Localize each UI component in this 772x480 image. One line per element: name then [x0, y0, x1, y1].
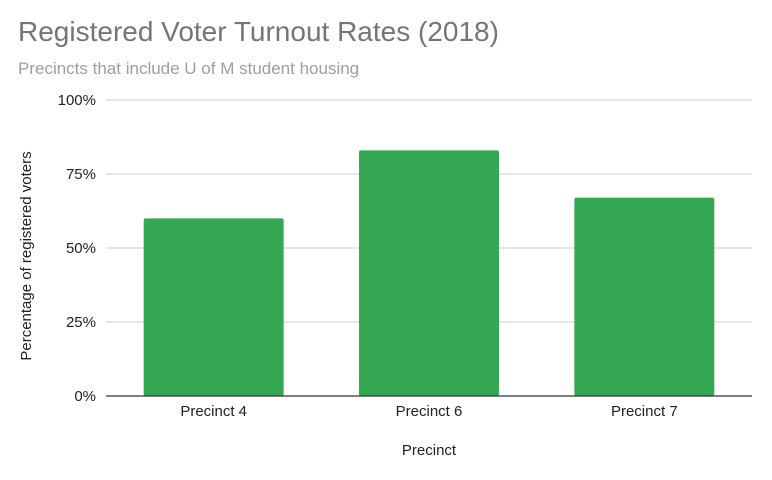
bar-precinct-4 — [143, 218, 284, 396]
x-tick-labels: Precinct 4 Precinct 6 Precinct 7 — [180, 403, 677, 420]
y-tick-label: 0% — [74, 388, 96, 405]
bar-precinct-7 — [574, 197, 715, 396]
y-tick-label: 75% — [66, 166, 96, 183]
y-tick-label: 100% — [58, 92, 96, 109]
x-tick-label: Precinct 7 — [611, 403, 678, 420]
chart-subtitle: Precincts that include U of M student ho… — [18, 59, 360, 78]
bar-precinct-6 — [359, 150, 499, 396]
x-tick-label: Precinct 6 — [396, 403, 463, 420]
y-axis-title: Percentage of registered voters — [18, 151, 35, 360]
x-axis-title: Precinct — [402, 442, 457, 459]
chart-title: Registered Voter Turnout Rates (2018) — [18, 16, 499, 47]
y-tick-label: 25% — [66, 314, 96, 331]
y-tick-label: 50% — [66, 240, 96, 257]
y-tick-labels: 0% 25% 50% 75% 100% — [58, 92, 96, 405]
x-tick-label: Precinct 4 — [180, 403, 247, 420]
bars — [143, 150, 715, 396]
